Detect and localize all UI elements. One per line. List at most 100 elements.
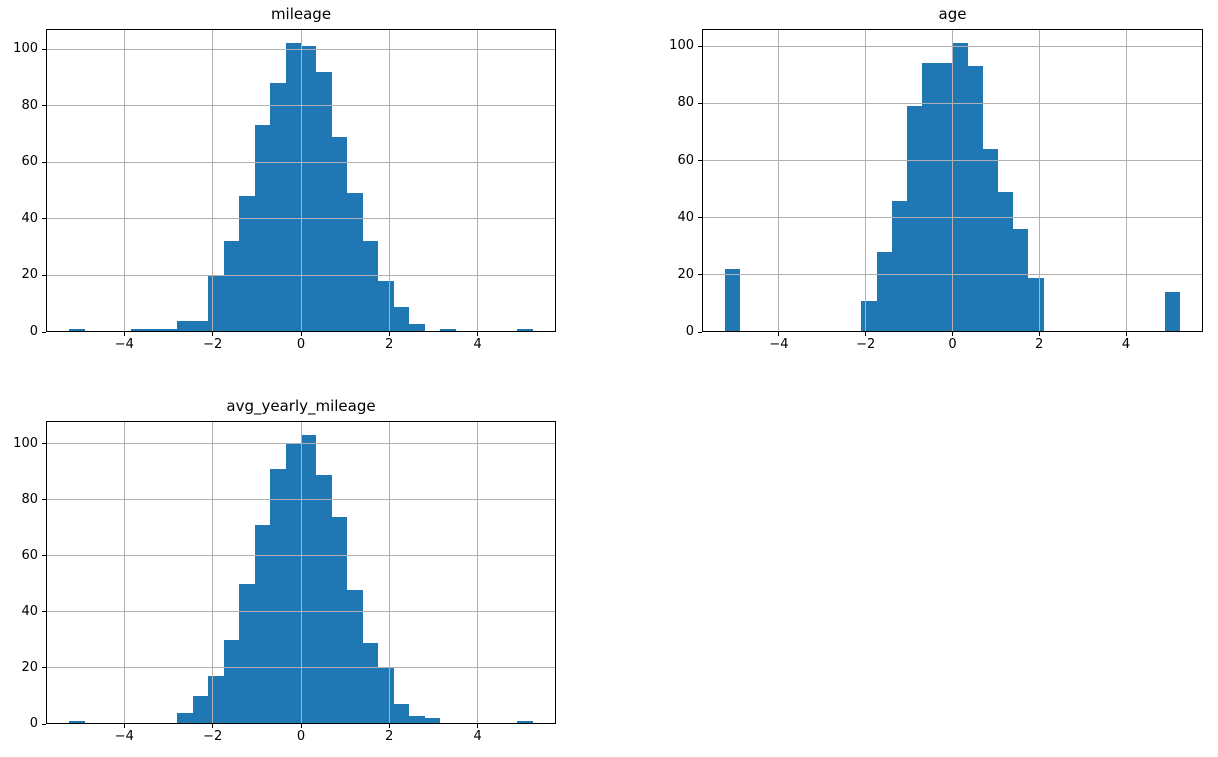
histogram-avg-yearly-mileage: avg_yearly_mileage −4 −2 0 2 4 0 20 40 60 80 100 bbox=[13, 398, 556, 744]
tick-mark bbox=[698, 102, 702, 104]
y-tick-label: 100 bbox=[13, 41, 38, 57]
histogram-bar bbox=[208, 275, 224, 332]
tick-mark bbox=[42, 274, 46, 276]
gridline bbox=[477, 29, 479, 332]
histogram-bar bbox=[393, 704, 410, 724]
histogram-bar bbox=[270, 83, 286, 332]
gridline bbox=[300, 29, 302, 332]
tick-mark bbox=[388, 724, 390, 728]
tick-mark bbox=[477, 332, 479, 336]
tick-mark bbox=[42, 667, 46, 669]
histogram-bar bbox=[378, 281, 394, 332]
histogram-bar bbox=[1165, 292, 1181, 332]
gridline bbox=[46, 443, 556, 445]
gridline bbox=[300, 421, 302, 724]
plot-area bbox=[46, 421, 556, 724]
histogram-bar bbox=[952, 43, 968, 332]
histogram-bar bbox=[316, 474, 332, 724]
histogram-bar bbox=[161, 329, 178, 332]
gridline bbox=[702, 160, 1203, 162]
histogram-bar bbox=[378, 667, 394, 724]
gridline bbox=[212, 29, 214, 332]
histogram-bar bbox=[409, 715, 425, 724]
y-tick-label: 40 bbox=[21, 603, 38, 619]
y-tick-label: 40 bbox=[21, 210, 38, 226]
tick-mark bbox=[952, 332, 953, 336]
x-tick-label: 0 bbox=[296, 337, 306, 352]
y-tick-label: 0 bbox=[685, 324, 694, 339]
gridline bbox=[477, 421, 479, 724]
histogram-bar bbox=[131, 329, 147, 332]
x-tick-label: 2 bbox=[1035, 337, 1044, 352]
gridline bbox=[46, 274, 556, 276]
tick-mark bbox=[698, 274, 702, 276]
histogram-bar bbox=[331, 136, 348, 332]
y-tick-label: 60 bbox=[21, 154, 38, 170]
gridline bbox=[1038, 29, 1040, 332]
gridline bbox=[123, 29, 125, 332]
histogram-bar bbox=[177, 320, 193, 332]
tick-mark bbox=[698, 160, 702, 162]
gridline bbox=[46, 499, 556, 501]
x-tick-label: 4 bbox=[473, 337, 482, 352]
histogram-bar bbox=[440, 329, 456, 332]
histogram-bar bbox=[239, 196, 255, 332]
gridline bbox=[702, 102, 1203, 104]
x-tick-label: −2 bbox=[856, 337, 876, 352]
gridline bbox=[46, 105, 556, 107]
histogram-bar bbox=[239, 583, 255, 724]
gridline bbox=[1125, 29, 1127, 332]
x-tick-label: −4 bbox=[769, 337, 789, 352]
histogram-bar bbox=[424, 718, 441, 724]
tick-mark bbox=[477, 724, 479, 728]
gridline bbox=[952, 29, 953, 332]
y-tick-label: 20 bbox=[21, 659, 38, 675]
tick-mark bbox=[388, 332, 390, 336]
histogram-bar bbox=[517, 721, 533, 724]
gridline bbox=[778, 29, 780, 332]
histogram-bar bbox=[1028, 277, 1044, 332]
histogram-bar bbox=[69, 329, 85, 332]
tick-mark bbox=[300, 332, 302, 336]
x-tick-label: 0 bbox=[296, 729, 306, 744]
tick-mark bbox=[212, 332, 214, 336]
tick-mark bbox=[300, 724, 302, 728]
tick-mark bbox=[698, 217, 702, 219]
y-tick-label: 80 bbox=[21, 97, 38, 113]
tick-mark bbox=[42, 161, 46, 163]
x-tick-label: −4 bbox=[114, 729, 134, 744]
gridline bbox=[702, 217, 1203, 219]
histogram-bar bbox=[998, 192, 1014, 332]
x-tick-label: 0 bbox=[948, 337, 957, 352]
histogram-bar bbox=[223, 639, 240, 724]
tick-mark bbox=[1038, 332, 1040, 336]
x-tick-label: 2 bbox=[385, 729, 394, 744]
histogram-bar bbox=[362, 642, 379, 724]
histogram-bar bbox=[347, 589, 363, 724]
histogram-mileage: mileage −4 −2 0 2 4 0 20 40 60 80 100 bbox=[13, 6, 556, 352]
tick-mark bbox=[698, 331, 702, 333]
tick-mark bbox=[42, 499, 46, 501]
histogram-bar bbox=[192, 695, 209, 724]
tick-mark bbox=[42, 723, 46, 725]
y-tick-label: 20 bbox=[677, 266, 694, 282]
x-tick-label: −2 bbox=[203, 337, 223, 352]
x-tick-label: −4 bbox=[114, 337, 134, 352]
y-tick-label: 40 bbox=[677, 209, 694, 225]
histogram-bar bbox=[393, 306, 410, 332]
tick-mark bbox=[42, 48, 46, 50]
histogram-bar bbox=[146, 329, 162, 332]
gridline bbox=[388, 29, 390, 332]
gridline bbox=[46, 218, 556, 220]
histogram-bar bbox=[316, 71, 332, 332]
y-tick-label: 0 bbox=[29, 324, 38, 339]
histogram-bar bbox=[1013, 229, 1029, 332]
gridline bbox=[46, 48, 556, 50]
histogram-bar bbox=[177, 712, 193, 724]
tick-mark bbox=[42, 218, 46, 220]
chart-title-age: age bbox=[938, 5, 967, 23]
tick-mark bbox=[42, 331, 46, 333]
tick-mark bbox=[123, 332, 125, 336]
histogram-bar bbox=[891, 200, 907, 332]
